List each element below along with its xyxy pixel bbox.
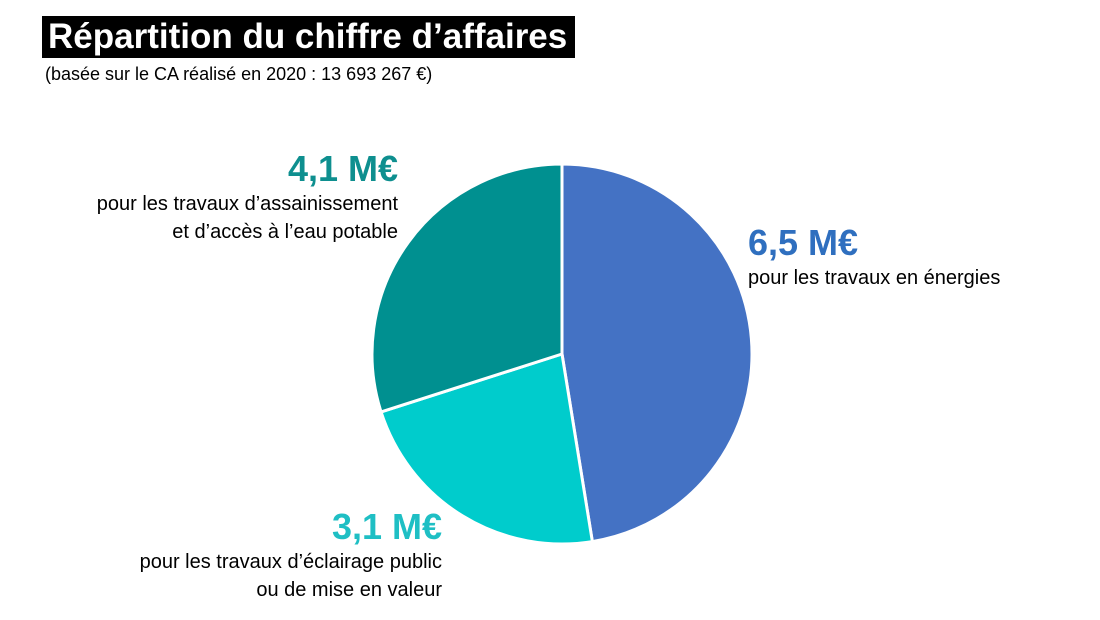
slice-desc-water-line1: pour les travaux d’assainissement bbox=[96, 193, 398, 215]
slice-label-lighting: 3,1 M€ pour les travaux d’éclairage publ… bbox=[140, 506, 442, 604]
slice-value-water: 4,1 M€ bbox=[287, 148, 398, 189]
slice-desc-lighting-line1: pour les travaux d’éclairage public bbox=[139, 551, 442, 573]
slice-desc-lighting-line2: ou de mise en valeur bbox=[256, 579, 442, 601]
pie-slice-lighting bbox=[379, 352, 594, 546]
slice-value-lighting: 3,1 M€ bbox=[331, 506, 442, 547]
pie-slice-energy bbox=[560, 162, 754, 544]
slice-desc-water-line2: et d’accès à l’eau potable bbox=[172, 221, 398, 243]
pie-slice-water bbox=[370, 162, 564, 414]
pie-slices bbox=[370, 162, 754, 546]
chart-subtitle: (basée sur le CA réalisé en 2020 : 13 69… bbox=[45, 64, 433, 84]
slice-label-water: 4,1 M€ pour les travaux d’assainissement… bbox=[97, 148, 398, 246]
slice-value-energy: 6,5 M€ bbox=[748, 222, 859, 263]
chart-title: Répartition du chiffre d’affaires bbox=[42, 16, 576, 58]
slice-label-energy: 6,5 M€ pour les travaux en énergies bbox=[748, 222, 1000, 292]
slice-desc-energy-line1: pour les travaux en énergies bbox=[748, 267, 1001, 289]
